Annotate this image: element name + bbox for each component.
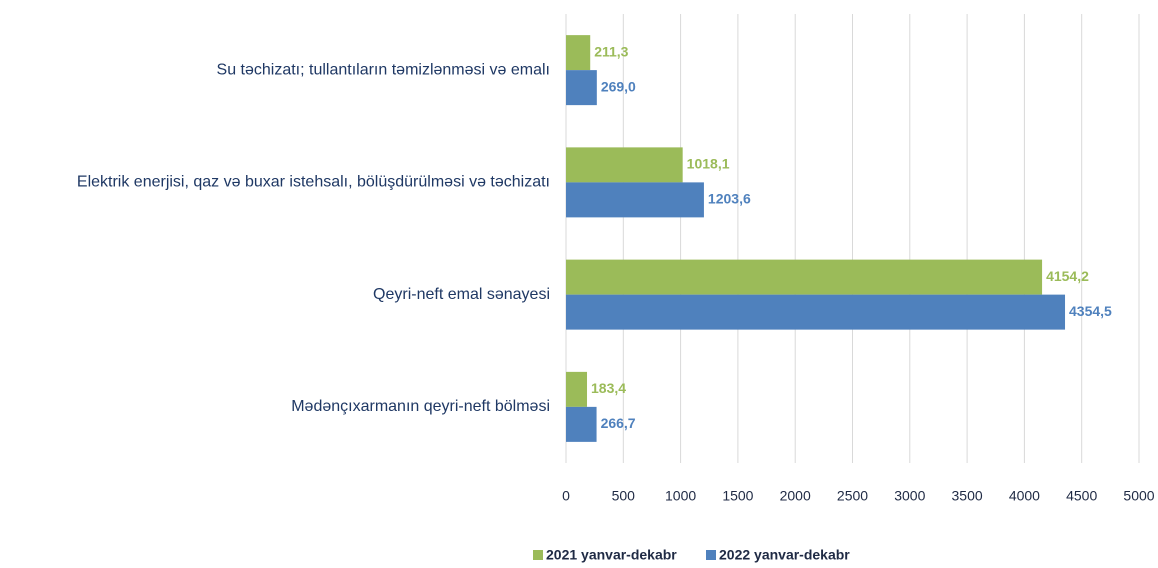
x-tick-label: 2000 [780,488,811,504]
value-label: 4354,5 [1069,303,1112,319]
bar [566,294,1066,330]
value-label: 1018,1 [687,156,730,172]
value-label: 183,4 [591,380,626,396]
x-tick-label: 5000 [1123,488,1154,504]
bar [566,182,704,218]
legend-swatch [706,550,716,560]
bar [566,35,591,71]
category-label: Qeyri-neft emal sənayesi [373,286,550,303]
value-label: 269,0 [601,78,636,94]
x-tick-label: 1000 [665,488,696,504]
x-tick-label: 2500 [837,488,868,504]
bar [566,371,588,407]
x-tick-label: 3500 [952,488,983,504]
value-label: 1203,6 [708,191,751,207]
x-tick-label: 3000 [894,488,925,504]
legend-label: 2021 yanvar-dekabr [546,547,677,563]
value-label: 211,3 [594,43,628,59]
bar [566,259,1043,295]
bar [566,406,597,442]
value-label: 4154,2 [1046,268,1089,284]
x-tick-label: 4500 [1066,488,1097,504]
x-tick-label: 500 [612,488,636,504]
category-label: Elektrik enerjisi, qaz və buxar istehsal… [77,174,550,191]
bar [566,147,683,183]
x-tick-label: 4000 [1009,488,1040,504]
value-label: 266,7 [601,415,636,431]
legend-swatch [533,550,543,560]
category-label: Su təchizatı; tullantıların təmizlənməsi… [217,61,550,78]
bar [566,70,597,106]
legend-label: 2022 yanvar-dekabr [719,547,850,563]
x-tick-label: 0 [562,488,570,504]
category-label: Mədənçıxarmanın qeyri-neft bölməsi [291,398,550,415]
x-tick-label: 1500 [722,488,753,504]
